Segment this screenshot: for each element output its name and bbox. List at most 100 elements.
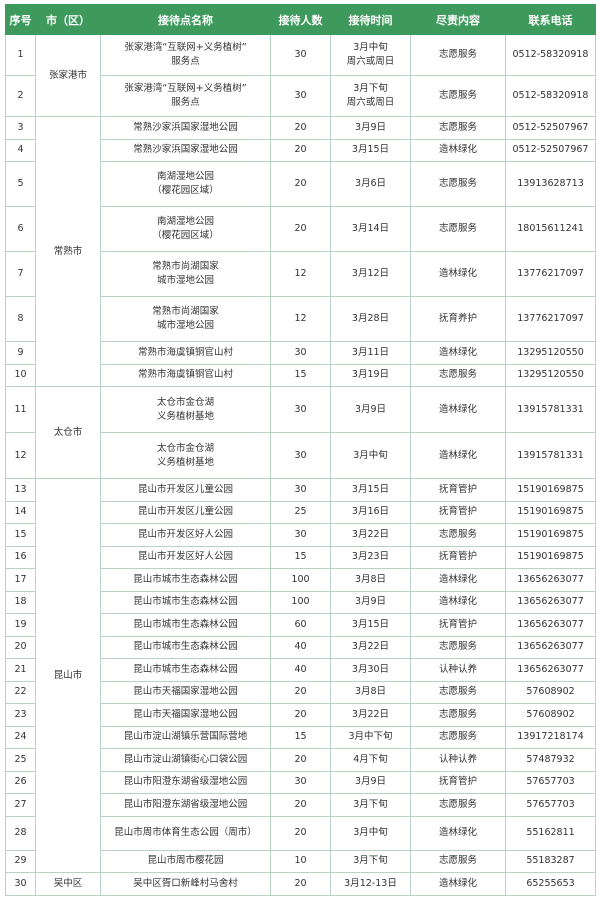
table-row: 3 常熟市 常熟沙家浜国家湿地公园 20 3月9日 志愿服务 0512-52507967: [5, 116, 596, 387]
header-task: 尽责内容: [410, 4, 506, 35]
row-number: 23: [5, 703, 36, 727]
header-time: 接待时间: [330, 4, 411, 35]
task-content: 造林绿化: [410, 251, 506, 297]
visitor-count: 10: [270, 849, 331, 873]
visitor-count: 40: [270, 635, 331, 659]
site-name: 昆山市天福国家湿地公园: [100, 703, 271, 727]
visit-time: 3月28日: [330, 296, 411, 342]
table-row: 5 南湖湿地公园 （樱花园区域） 20 3月6日 志愿服务 13913628713: [5, 161, 596, 207]
table-row: 7 常熟市尚湖国家 城市湿地公园 12 3月12日 造林绿化 13776217097: [5, 251, 596, 297]
visitor-count: 15: [270, 725, 331, 749]
row-number: 13: [5, 478, 36, 502]
task-content: 志愿服务: [410, 206, 506, 252]
site-name: 常熟市海虞镇铜官山村: [100, 363, 271, 387]
visit-time: 3月12-13日: [330, 872, 411, 896]
row-number: 19: [5, 613, 36, 637]
visitor-count: 20: [270, 680, 331, 704]
visitor-count: 60: [270, 613, 331, 637]
row-number: 3: [5, 116, 36, 140]
header-site-name: 接待点名称: [100, 4, 271, 35]
row-number: 20: [5, 635, 36, 659]
visit-time: 3月下旬: [330, 849, 411, 873]
contact-phone: 0512-58320918: [505, 34, 596, 76]
site-name: 昆山市天福国家湿地公园: [100, 680, 271, 704]
table-row: 23 昆山市天福国家湿地公园 20 3月22日 志愿服务 57608902: [5, 703, 596, 727]
contact-phone: 57487932: [505, 748, 596, 772]
task-content: 造林绿化: [410, 872, 506, 896]
visit-time: 3月8日: [330, 680, 411, 704]
visit-time: 3月15日: [330, 138, 411, 162]
site-name: 昆山市城市生态森林公园: [100, 613, 271, 637]
row-number: 14: [5, 500, 36, 524]
site-name: 昆山市淀山湖镇乐营国际营地: [100, 725, 271, 749]
site-name: 吴中区胥口新峰村马舍村: [100, 872, 271, 896]
table-row: 1 张家港市 张家港湾“互联网+义务植树” 服务点 30 3月中旬 周六或周日 志愿服务 0…: [5, 34, 596, 117]
contact-phone: 13656263077: [505, 658, 596, 682]
contact-phone: 57657703: [505, 793, 596, 817]
visitor-count: 30: [270, 770, 331, 794]
visitor-count: 40: [270, 658, 331, 682]
visit-time: 3月15日: [330, 613, 411, 637]
city-cell: 张家港市: [35, 34, 101, 117]
table-row: 26 昆山市阳澄东湖省级湿地公园 30 3月9日 抚育管护 57657703: [5, 770, 596, 794]
visit-time: 3月30日: [330, 658, 411, 682]
visitor-count: 20: [270, 793, 331, 817]
header-phone: 联系电话: [505, 4, 596, 35]
task-content: 造林绿化: [410, 432, 506, 479]
site-name: 昆山市阳澄东湖省级湿地公园: [100, 770, 271, 794]
contact-phone: 65255653: [505, 872, 596, 896]
visit-time: 3月下旬: [330, 793, 411, 817]
row-number: 2: [5, 75, 36, 117]
contact-phone: 13656263077: [505, 568, 596, 592]
table-row: 21 昆山市城市生态森林公园 40 3月30日 认种认养 13656263077: [5, 658, 596, 682]
visitor-count: 30: [270, 523, 331, 547]
visit-time: 3月15日: [330, 478, 411, 502]
table-row: 30 吴中区 吴中区胥口新峰村马舍村 20 3月12-13日 造林绿化 65255653: [5, 872, 596, 896]
site-name: 昆山市开发区儿童公园: [100, 500, 271, 524]
row-number: 1: [5, 34, 36, 76]
task-content: 志愿服务: [410, 725, 506, 749]
city-cell: 吴中区: [35, 872, 101, 896]
table-row: 28 昆山市周市体育生态公园（周市） 20 3月中旬 造林绿化 55162811: [5, 815, 596, 851]
task-content: 抚育管护: [410, 613, 506, 637]
contact-phone: 13656263077: [505, 590, 596, 614]
task-content: 抚育管护: [410, 545, 506, 569]
contact-phone: 55183287: [505, 849, 596, 873]
visit-time: 3月9日: [330, 116, 411, 140]
table-row: 8 常熟市尚湖国家 城市湿地公园 12 3月28日 抚育养护 13776217097: [5, 296, 596, 342]
visit-time: 3月9日: [330, 386, 411, 433]
table-row: 12 太仓市金仓湖 义务植树基地 30 3月中旬 造林绿化 13915781331: [5, 432, 596, 479]
contact-phone: 0512-58320918: [505, 75, 596, 117]
visit-time: 3月下旬 周六或周日: [330, 75, 411, 117]
site-name: 太仓市金仓湖 义务植树基地: [100, 432, 271, 479]
contact-phone: 13917218174: [505, 725, 596, 749]
table-row: 10 常熟市海虞镇铜官山村 15 3月19日 志愿服务 13295120550: [5, 363, 596, 387]
visitor-count: 30: [270, 478, 331, 502]
site-name: 昆山市开发区好人公园: [100, 545, 271, 569]
table-row: 19 昆山市城市生态森林公园 60 3月15日 抚育管护 13656263077: [5, 613, 596, 637]
table-row: 29 昆山市周市樱花园 10 3月下旬 志愿服务 55183287: [5, 849, 596, 873]
task-content: 志愿服务: [410, 34, 506, 76]
site-name: 昆山市开发区好人公园: [100, 523, 271, 547]
table-row: 11 太仓市 太仓市金仓湖 义务植树基地 30 3月9日 造林绿化 13915781331: [5, 386, 596, 479]
site-name: 常熟沙家浜国家湿地公园: [100, 116, 271, 140]
row-number: 24: [5, 725, 36, 749]
task-content: 造林绿化: [410, 138, 506, 162]
row-number: 30: [5, 872, 36, 896]
table-row: 20 昆山市城市生态森林公园 40 3月22日 志愿服务 13656263077: [5, 635, 596, 659]
visitor-count: 100: [270, 568, 331, 592]
visitor-count: 30: [270, 341, 331, 365]
task-content: 志愿服务: [410, 523, 506, 547]
visit-time: 3月22日: [330, 523, 411, 547]
visit-time: 3月6日: [330, 161, 411, 207]
row-number: 16: [5, 545, 36, 569]
row-number: 27: [5, 793, 36, 817]
site-name: 昆山市开发区儿童公园: [100, 478, 271, 502]
site-name: 常熟市海虞镇铜官山村: [100, 341, 271, 365]
site-name: 昆山市城市生态森林公园: [100, 590, 271, 614]
visit-time: 3月中旬: [330, 432, 411, 479]
contact-phone: 18015611241: [505, 206, 596, 252]
visitor-count: 20: [270, 206, 331, 252]
header-no: 序号: [5, 4, 36, 35]
table-row: 9 常熟市海虞镇铜官山村 30 3月11日 造林绿化 13295120550: [5, 341, 596, 365]
